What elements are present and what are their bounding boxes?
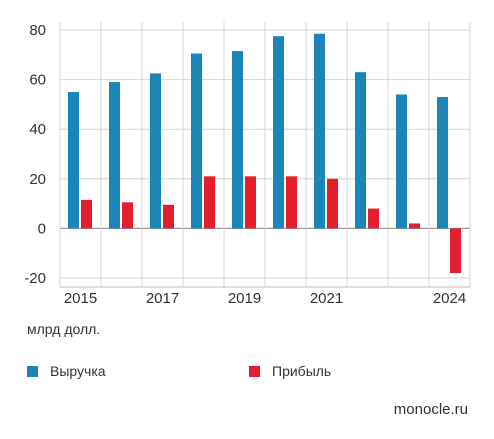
y-tick-label: 0 — [38, 220, 46, 237]
x-axis-ticks: 2015 2017 2019 2021 2024 — [64, 290, 466, 307]
legend-swatch-revenue — [27, 365, 38, 377]
legend-item-revenue: Выручка — [27, 363, 106, 379]
x-tick-label: 2017 — [146, 290, 179, 307]
y-tick-label: 80 — [29, 22, 46, 39]
bar-profit — [122, 202, 133, 229]
bar-revenue — [191, 53, 202, 229]
bar-profit — [81, 199, 92, 229]
legend-label-profit: Прибыль — [272, 363, 332, 379]
y-tick-label: 60 — [29, 72, 46, 89]
bar-profit — [327, 178, 338, 229]
legend-label-revenue: Выручка — [50, 363, 106, 379]
bar-revenue — [437, 96, 448, 229]
x-tick-label: 2021 — [310, 290, 343, 307]
unit-label: млрд долл. — [27, 321, 101, 337]
bar-chart: -20 0 20 40 60 80 2015 2017 2019 2021 2024 — [24, 22, 471, 307]
legend-swatch-profit — [249, 365, 260, 377]
bar-revenue — [355, 72, 366, 229]
bar-profit — [245, 176, 256, 229]
bar-revenue — [273, 36, 284, 229]
chart-bars — [68, 33, 461, 274]
x-tick-label: 2019 — [228, 290, 261, 307]
bar-revenue — [109, 82, 120, 229]
bar-revenue — [314, 33, 325, 229]
bar-profit — [368, 208, 379, 229]
source-label: monocle.ru — [393, 401, 468, 418]
bar-revenue — [232, 51, 243, 229]
legend-item-profit: Прибыль — [249, 363, 331, 379]
chart-grid — [59, 22, 471, 288]
y-tick-label: -20 — [24, 270, 46, 287]
y-tick-label: 20 — [29, 171, 46, 188]
bar-profit — [450, 228, 461, 274]
bar-profit — [409, 223, 420, 229]
bar-revenue — [150, 73, 161, 229]
bar-profit — [163, 204, 174, 229]
bar-profit — [204, 176, 215, 229]
x-tick-label: 2024 — [433, 290, 466, 307]
bar-revenue — [396, 94, 407, 229]
bar-revenue — [68, 92, 79, 229]
bar-profit — [286, 176, 297, 229]
y-tick-label: 40 — [29, 121, 46, 138]
x-tick-label: 2015 — [64, 290, 97, 307]
y-axis-ticks: -20 0 20 40 60 80 — [24, 22, 46, 287]
